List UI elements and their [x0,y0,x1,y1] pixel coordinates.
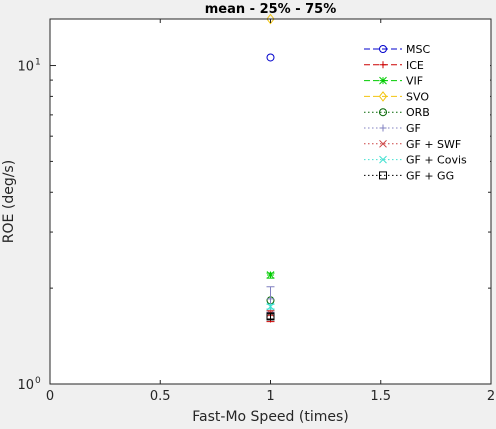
x-tick-label: 1.5 [370,389,391,404]
legend-label: ICE [406,59,424,72]
data-point [266,13,275,25]
y-tick-label: 10 [17,378,34,393]
legend-marker [379,76,387,85]
series-vif [266,271,275,279]
data-point [267,295,274,303]
data-point [266,302,275,311]
chart-title: mean - 25% - 75% [205,2,337,17]
chart-marks [266,13,275,323]
y-tick-exponent: 0 [35,376,41,386]
x-tick-label: 0.5 [150,389,171,404]
legend-label: SVO [406,90,429,103]
x-tick-label: 2 [487,389,495,404]
legend-item-gf-gg: GF + GG [364,169,454,182]
x-tick-label: 0 [46,389,54,404]
legend-label: GF [406,122,421,135]
x-axis-label: Fast-Mo Speed (times) [192,409,348,425]
y-tick-label: 10 [17,60,34,75]
legend-label: GF + GG [406,169,454,182]
y-axis-label: ROE (deg/s) [1,160,17,243]
legend: MSC ICE VIF SVO ORB GF GF + SWF GF + Covis GF + … [360,40,490,189]
legend-marker [378,91,388,102]
series-msc [266,53,275,62]
legend-item-ice: ICE [364,59,424,72]
y-tick-exponent: 1 [35,58,41,68]
series-gf-gg [266,312,275,321]
series-gf-covis [266,302,275,311]
legend-label: ORB [406,106,430,119]
legend-item-gf: GF [364,122,421,135]
legend-item-orb: ORB [364,106,430,119]
series-svo [266,13,275,25]
legend-item-msc: MSC [364,43,430,56]
data-point [266,53,275,62]
x-tick-label: 1 [266,389,274,404]
legend-marker [379,124,387,132]
legend-marker [379,155,387,164]
legend-item-svo: SVO [364,90,429,103]
legend-item-gf-swf: GF + SWF [364,138,461,151]
legend-marker [379,171,387,180]
legend-label: GF + Covis [406,154,467,167]
legend-item-gf-covis: GF + Covis [364,154,467,167]
legend-label: MSC [406,43,430,56]
legend-label: GF + SWF [406,138,461,151]
legend-marker [379,139,387,148]
legend-item-vif: VIF [364,75,423,88]
legend-marker [379,61,387,69]
legend-marker [379,108,387,117]
legend-marker [379,45,387,53]
data-point [266,312,275,321]
legend-label: VIF [406,75,423,88]
data-point [266,271,275,279]
